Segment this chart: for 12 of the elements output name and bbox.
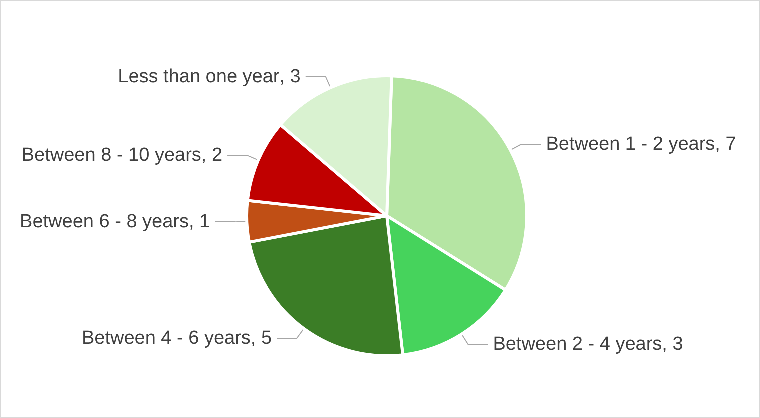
- slice-label: Between 4 - 6 years: [82, 328, 251, 350]
- data-label: , 3: [662, 334, 684, 355]
- data-label: , 2: [201, 145, 223, 166]
- slice-label: Less than one year: [118, 66, 280, 88]
- slice-label: Between 6 - 8 years: [20, 212, 189, 233]
- slice-label: Between 8 - 10 years: [22, 145, 202, 166]
- slice-label: Between 2 - 4 years: [493, 334, 662, 355]
- data-label: , 3: [280, 66, 301, 88]
- data-label: , 7: [715, 134, 736, 156]
- data-label: , 1: [188, 212, 210, 233]
- data-label: , 5: [250, 328, 272, 350]
- slice-label: Between 1 - 2 years: [546, 134, 716, 156]
